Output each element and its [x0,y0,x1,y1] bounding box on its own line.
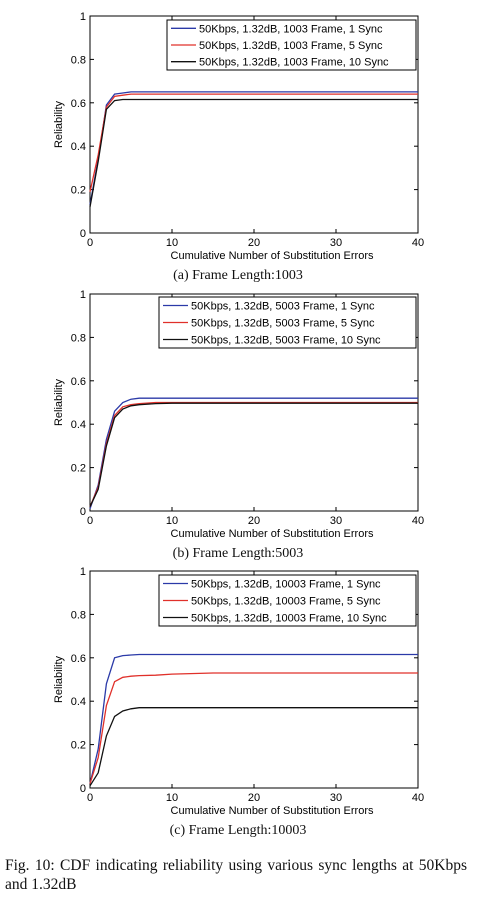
legend-box [166,19,417,71]
x-axis-label: Cumulative Number of Substitution Errors [171,250,374,262]
series-line-1 [89,91,418,205]
y-tick-label: 0.4 [71,696,86,708]
legend-entry-3: 50Kbps, 1.32dB, 5003 Frame, 10 Sync [191,335,381,347]
subcaption: (c) Frame Length:10003 [170,823,307,838]
x-tick-label: 10 [166,792,178,804]
y-tick-label: 0.2 [71,185,86,197]
legend-entry-1: 50Kbps, 1.32dB, 10003 Frame, 1 Sync [191,579,381,591]
y-tick-label: 0 [80,228,86,240]
legend-box [158,296,417,349]
y-tick-label: 0.8 [71,609,86,621]
series-line-2 [89,672,418,784]
x-tick-label: 40 [412,237,424,249]
x-tick-label: 0 [87,792,93,804]
x-tick-label: 0 [87,237,93,249]
subcaption: (a) Frame Length:1003 [173,268,303,283]
y-tick-label: 0.4 [71,141,86,153]
x-tick-label: 30 [330,515,342,527]
x-tick-label: 20 [248,792,260,804]
x-tick-label: 20 [248,515,260,527]
legend: 50Kbps, 1.32dB, 1003 Frame, 1 Sync 50Kbps… [166,19,417,71]
x-tick-label: 30 [330,237,342,249]
x-tick-label: 10 [166,237,178,249]
y-tick-label: 0.2 [71,463,86,475]
y-tick-label: 0.8 [71,54,86,66]
legend-entry-2: 50Kbps, 1.32dB, 5003 Frame, 5 Sync [191,318,375,330]
series-line-2 [89,401,418,507]
legend: 50Kbps, 1.32dB, 10003 Frame, 1 Sync 50Kbp… [158,574,417,627]
y-axis-label: Reliability [53,378,65,426]
legend-entry-3: 50Kbps, 1.32dB, 10003 Frame, 10 Sync [191,613,387,625]
x-axis-label: Cumulative Number of Substitution Errors [171,805,374,817]
y-tick-label: 0.8 [71,332,86,344]
legend: 50Kbps, 1.32dB, 5003 Frame, 1 Sync 50Kbps… [158,296,417,349]
figure-caption: Fig. 10: CDF indicating reliability usin… [5,857,467,893]
x-tick-label: 20 [248,237,260,249]
y-tick-label: 0.6 [71,98,86,110]
y-tick-label: 0.6 [71,653,86,665]
series-line-3 [89,707,418,787]
legend-entry-1: 50Kbps, 1.32dB, 1003 Frame, 1 Sync [199,23,383,35]
x-axis-label: Cumulative Number of Substitution Errors [171,528,374,540]
legend-entry-3: 50Kbps, 1.32dB, 1003 Frame, 10 Sync [199,57,389,69]
legend-entry-2: 50Kbps, 1.32dB, 10003 Frame, 5 Sync [191,596,381,608]
y-axis-label: Reliability [53,655,65,703]
legend-box [158,574,417,627]
y-tick-label: 0 [80,506,86,518]
series-line-1 [89,397,418,510]
y-tick-label: 0.2 [71,740,86,752]
y-tick-label: 0.6 [71,376,86,388]
legend-entry-2: 50Kbps, 1.32dB, 1003 Frame, 5 Sync [199,40,383,52]
y-axis-label: Reliability [53,100,65,148]
x-tick-label: 40 [412,792,424,804]
x-tick-label: 40 [412,515,424,527]
x-tick-label: 30 [330,792,342,804]
series-line-2 [89,93,418,192]
x-tick-label: 10 [166,515,178,527]
y-tick-label: 1 [80,566,86,578]
y-tick-label: 0.4 [71,419,86,431]
y-tick-label: 1 [80,11,86,23]
series-line-3 [89,402,418,507]
y-tick-label: 1 [80,289,86,301]
series-line-3 [89,98,418,208]
series-line-1 [89,653,418,784]
legend-entry-1: 50Kbps, 1.32dB, 5003 Frame, 1 Sync [191,301,375,313]
x-tick-label: 0 [87,515,93,527]
y-tick-label: 0 [80,783,86,795]
subcaption: (b) Frame Length:5003 [173,546,304,561]
